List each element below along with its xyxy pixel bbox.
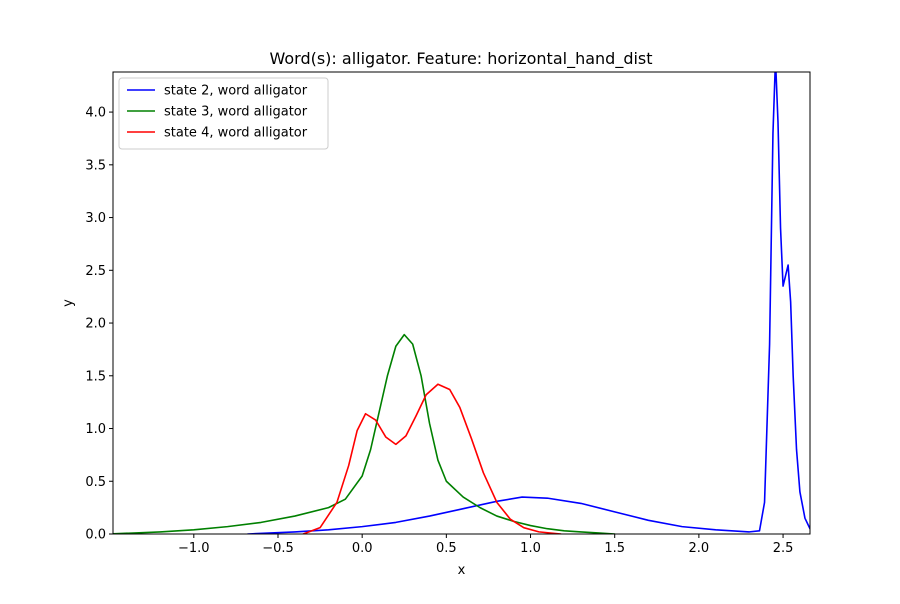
y-axis: 0.0 0.5 1.0 1.5 2.0 2.5 3.0 3.5 4.0 bbox=[85, 106, 113, 543]
x-tick-label: 1.0 bbox=[520, 541, 541, 556]
x-tick-label: −0.5 bbox=[262, 541, 294, 556]
chart-title: Word(s): alligator. Feature: horizontal_… bbox=[269, 49, 652, 69]
y-tick-label: 3.5 bbox=[85, 158, 106, 173]
legend-entry: state 4, word alligator bbox=[164, 126, 308, 141]
x-axis: −1.0 −0.5 0.0 0.5 1.0 1.5 2.0 2.5 bbox=[178, 534, 793, 556]
y-tick-label: 0.0 bbox=[85, 528, 106, 543]
x-tick-label: −1.0 bbox=[178, 541, 210, 556]
plot-frame bbox=[112, 71, 811, 535]
x-axis-label: x bbox=[458, 563, 466, 578]
y-tick-label: 1.5 bbox=[85, 369, 106, 384]
x-tick-label: 2.5 bbox=[773, 541, 794, 556]
y-tick-label: 0.5 bbox=[85, 475, 106, 490]
legend-entry: state 2, word alligator bbox=[164, 84, 308, 99]
y-tick-label: 2.5 bbox=[85, 264, 106, 279]
y-tick-label: 1.0 bbox=[85, 422, 106, 437]
y-axis-label: y bbox=[61, 299, 76, 307]
y-tick-label: 3.0 bbox=[85, 211, 106, 226]
legend-box bbox=[118, 77, 329, 150]
x-tick-label: 1.5 bbox=[604, 541, 625, 556]
y-tick-label: 2.0 bbox=[85, 317, 106, 332]
x-tick-label: 2.0 bbox=[689, 541, 710, 556]
legend: state 2, word alligator state 3, word all… bbox=[118, 77, 329, 150]
plot-area bbox=[113, 72, 810, 534]
series-line-state-3 bbox=[113, 333, 616, 534]
legend-entry: state 3, word alligator bbox=[164, 105, 308, 120]
x-tick-label: 0.0 bbox=[352, 541, 373, 556]
series-line-state-4 bbox=[302, 383, 562, 534]
y-tick-label: 4.0 bbox=[85, 106, 106, 121]
series-line-state-2 bbox=[246, 72, 810, 534]
x-tick-label: 0.5 bbox=[436, 541, 457, 556]
